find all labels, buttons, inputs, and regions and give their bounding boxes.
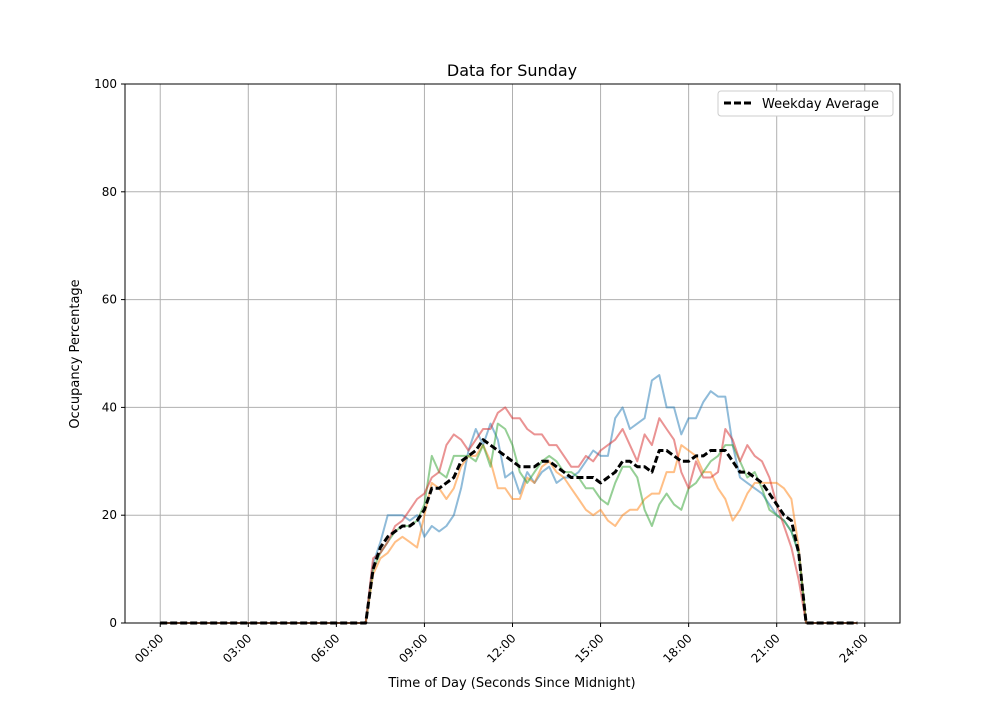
series-lines (160, 374, 858, 625)
x-tick-label: 24:00 (837, 631, 871, 665)
x-tick-label: 03:00 (220, 631, 254, 665)
series-line-1 (160, 374, 858, 624)
legend-label-weekday-average: Weekday Average (762, 97, 879, 112)
x-tick-label: 21:00 (748, 631, 782, 665)
y-tick-label: 100 (94, 77, 117, 91)
legend-box (717, 90, 894, 117)
series-line-4 (160, 406, 858, 624)
y-tick-label: 60 (102, 293, 117, 307)
chart-title: Data for Sunday (447, 61, 577, 80)
x-tick-label: 15:00 (572, 631, 606, 665)
x-tick-label: 18:00 (660, 631, 694, 665)
x-axis-label: Time of Day (Seconds Since Midnight) (387, 676, 635, 691)
x-tick-label: 09:00 (396, 631, 430, 665)
y-tick-label: 20 (102, 508, 117, 522)
y-axis-label: Occupancy Percentage (68, 279, 83, 428)
x-tick-label: 06:00 (308, 631, 342, 665)
grid (125, 83, 900, 624)
y-tick-label: 80 (102, 185, 117, 199)
ticks: 00:00 03:00 06:00 09:00 12:00 15:00 18:00 21:00… (94, 77, 871, 666)
legend: Weekday Average (717, 90, 894, 117)
x-tick-label: 12:00 (484, 631, 518, 665)
y-tick-label: 0 (109, 616, 117, 630)
y-tick-label: 40 (102, 400, 117, 414)
x-tick-label: 00:00 (132, 631, 166, 665)
series-line-2 (160, 444, 858, 624)
series-line-weekday-average (160, 438, 858, 625)
